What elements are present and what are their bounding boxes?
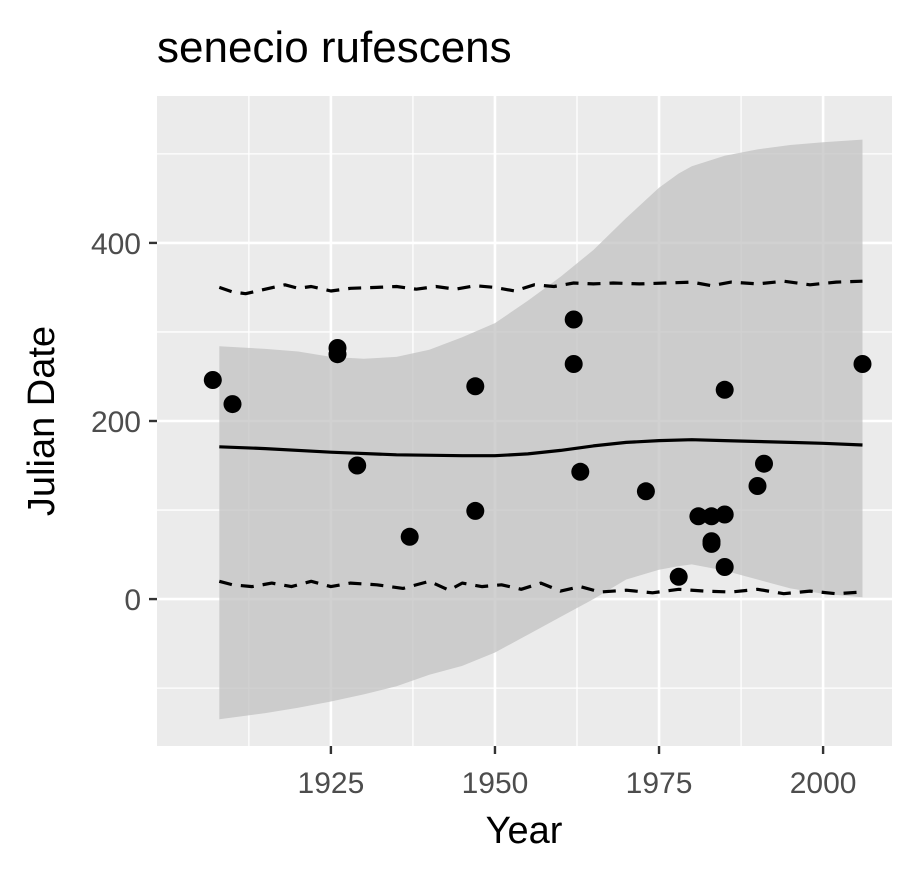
y-axis: 0 200 400 <box>91 228 157 617</box>
fit-line <box>219 438 863 458</box>
quantile-lines-layer <box>218 279 863 596</box>
data-point-4 <box>348 456 367 475</box>
x-tick-label-0: 1925 <box>298 767 365 800</box>
x-tick-label-3: 2000 <box>790 767 857 800</box>
data-point-20 <box>748 477 767 495</box>
x-axis: 1925 1950 1975 2000 <box>298 746 857 800</box>
lower-quantile-line <box>218 579 863 596</box>
data-points <box>203 310 872 586</box>
data-point-3 <box>328 345 347 364</box>
y-tick-label-2: 400 <box>91 228 141 261</box>
data-point-8 <box>564 310 583 329</box>
data-point-11 <box>636 482 655 501</box>
data-point-19 <box>715 558 734 576</box>
data-point-17 <box>715 380 734 399</box>
data-point-18 <box>715 505 734 524</box>
data-point-6 <box>466 377 485 396</box>
fit-line-layer <box>219 438 863 458</box>
data-point-5 <box>400 527 419 546</box>
x-axis-title: Year <box>486 810 563 852</box>
upper-quantile-line <box>218 279 863 296</box>
data-point-1 <box>223 395 242 414</box>
data-point-21 <box>755 454 773 473</box>
data-point-9 <box>564 355 583 373</box>
data-point-0 <box>203 371 222 389</box>
data-point-13 <box>689 507 708 526</box>
data-point-22 <box>853 355 872 373</box>
y-tick-label-0: 0 <box>124 584 141 617</box>
chart-title: senecio rufescens <box>157 23 512 72</box>
data-point-7 <box>466 501 485 520</box>
x-tick-label-2: 1975 <box>626 767 693 800</box>
data-point-16 <box>702 534 721 553</box>
y-axis-title: Julian Date <box>21 326 63 516</box>
data-point-14 <box>702 507 721 526</box>
data-point-10 <box>571 462 590 481</box>
data-point-12 <box>669 567 688 586</box>
x-tick-label-1: 1950 <box>462 767 529 800</box>
y-tick-label-1: 200 <box>91 406 141 439</box>
